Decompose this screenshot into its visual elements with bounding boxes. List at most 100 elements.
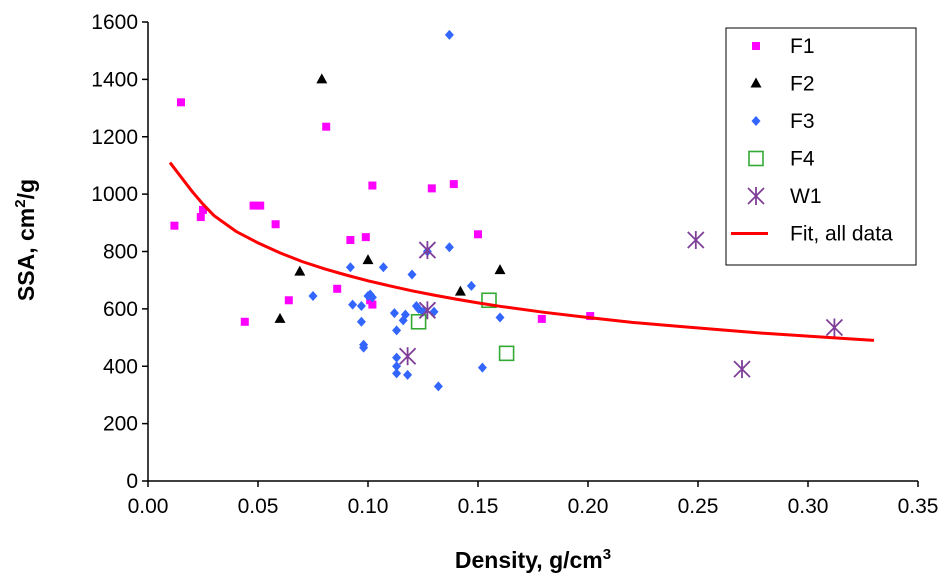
data-point-f3 — [495, 312, 505, 323]
data-point-f3 — [407, 269, 417, 280]
plot-area — [168, 29, 875, 392]
y-tick-label: 600 — [103, 298, 138, 321]
data-point-f1 — [366, 296, 375, 305]
y-tick-label: 1200 — [91, 126, 138, 149]
y-tick-label: 1000 — [91, 183, 138, 206]
data-point-f3 — [444, 29, 454, 40]
legend-label-f2: F2 — [790, 73, 815, 96]
data-point-f2 — [316, 73, 328, 84]
data-point-f1 — [333, 284, 342, 293]
tick-labels: 0 200 400 600 800 1000 1200 1400 1600 0.00 0.05 0.1… — [91, 11, 938, 518]
data-point-w1 — [418, 241, 437, 260]
series-w1 — [398, 231, 844, 379]
data-point-f1 — [537, 314, 546, 323]
data-point-f3 — [400, 309, 410, 320]
data-point-w1 — [418, 301, 437, 320]
data-point-f3 — [392, 361, 402, 372]
data-point-f4 — [481, 292, 497, 309]
data-point-f2 — [494, 264, 506, 275]
legend-swatch-f4 — [748, 150, 764, 167]
x-tick-label: 0.20 — [568, 495, 609, 518]
data-point-f3 — [477, 362, 487, 373]
data-point-f3 — [378, 262, 388, 273]
data-point-f3 — [392, 352, 402, 363]
data-point-f1 — [427, 184, 436, 193]
legend-label-f1: F1 — [790, 35, 815, 58]
x-tick-label: 0.35 — [898, 495, 939, 518]
legend-label-w1: W1 — [790, 185, 822, 208]
series-fit-all-data-line — [168, 161, 875, 342]
y-tick-label: 1400 — [91, 68, 138, 91]
series-f3 — [308, 29, 505, 392]
data-point-f3 — [392, 325, 402, 336]
data-point-f4 — [498, 345, 515, 362]
data-point-f1 — [322, 122, 331, 131]
data-point-f1 — [346, 236, 355, 245]
legend-swatch-f1 — [752, 42, 760, 50]
data-point-f1 — [249, 201, 258, 210]
data-point-f3 — [433, 381, 443, 392]
data-point-f3 — [392, 368, 402, 379]
series-f2 — [274, 73, 506, 323]
data-point-f2 — [454, 285, 466, 296]
data-point-f1 — [271, 220, 280, 229]
data-point-w1 — [398, 347, 417, 366]
legend: F1 F2 F3 F4 W1 Fit, all data — [725, 27, 917, 266]
data-point-f1 — [170, 221, 179, 230]
data-point-f3 — [367, 292, 377, 303]
legend-label-fit-all-data: Fit, all data — [790, 223, 893, 246]
x-tick-label: 0.15 — [458, 495, 499, 518]
data-point-f3 — [308, 290, 318, 301]
data-point-f2 — [274, 312, 286, 323]
data-point-f1 — [368, 181, 377, 190]
data-point-f1 — [196, 213, 205, 222]
axis-titles: Density, g/cm3 SSA, cm2/g — [12, 179, 611, 573]
data-point-w1 — [733, 360, 751, 379]
y-tick-label: 800 — [103, 241, 138, 264]
data-point-f3 — [444, 242, 454, 253]
data-point-f3 — [389, 308, 399, 319]
data-point-f3 — [429, 306, 439, 317]
data-point-f2 — [362, 254, 374, 265]
x-axis-title: Density, g/cm3 — [455, 546, 611, 573]
y-tick-label: 1600 — [91, 11, 138, 34]
y-tick-label: 200 — [103, 413, 138, 436]
legend-swatch-f2 — [750, 77, 762, 88]
data-point-f4 — [410, 313, 427, 330]
x-tick-label: 0.25 — [678, 495, 719, 518]
x-tick-label: 0.30 — [788, 495, 829, 518]
x-tick-label: 0.05 — [238, 495, 279, 518]
axes — [142, 21, 919, 487]
data-point-w1 — [687, 231, 705, 250]
data-point-f3 — [466, 280, 476, 291]
x-tick-label: 0.10 — [348, 495, 389, 518]
data-point-f1 — [240, 317, 249, 326]
data-point-f1 — [256, 201, 265, 210]
data-point-f3 — [356, 316, 366, 327]
series-f1 — [170, 98, 595, 326]
series-f4 — [410, 292, 515, 362]
y-tick-label: 400 — [103, 355, 138, 378]
data-point-f1 — [449, 180, 458, 189]
data-point-f1 — [177, 98, 185, 107]
data-point-f1 — [284, 296, 293, 305]
data-point-w1 — [825, 318, 844, 337]
data-point-f3 — [359, 342, 369, 353]
data-point-f1 — [199, 205, 207, 214]
x-tick-label: 0.00 — [128, 495, 169, 518]
y-axis-title: SSA, cm2/g — [12, 179, 39, 301]
data-point-f3 — [403, 369, 413, 380]
legend-swatch-f3 — [751, 116, 761, 126]
data-point-f2 — [294, 265, 306, 276]
legend-label-f3: F3 — [790, 110, 815, 133]
legend-swatch-w1 — [747, 187, 765, 205]
data-point-f1 — [368, 300, 377, 309]
data-point-f1 — [586, 312, 595, 321]
data-point-f3 — [356, 301, 366, 312]
data-point-f1 — [361, 233, 370, 242]
y-tick-label: 0 — [126, 470, 138, 493]
data-point-f1 — [474, 230, 482, 239]
legend-label-f4: F4 — [790, 148, 815, 171]
data-point-f3 — [348, 299, 358, 310]
